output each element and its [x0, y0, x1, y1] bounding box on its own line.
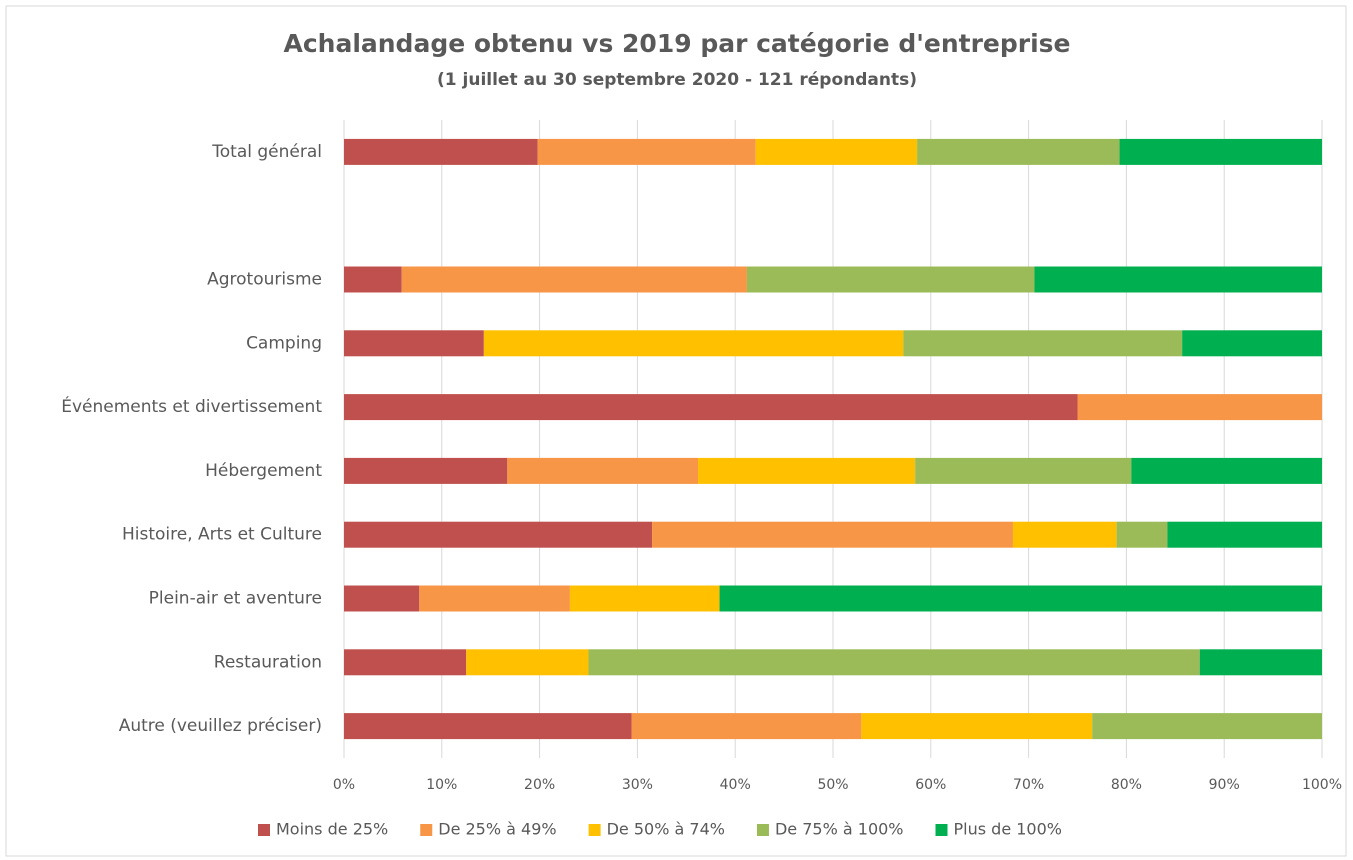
bar-segment [915, 457, 1132, 484]
bar-segment [344, 713, 632, 740]
bar-segment [1034, 266, 1322, 293]
chart-subtitle: (1 juillet au 30 septembre 2020 - 121 ré… [437, 70, 917, 90]
legend-swatch [258, 824, 270, 836]
bar-segment [698, 457, 916, 484]
bar-segment [1116, 521, 1168, 548]
bar-segment [344, 457, 508, 484]
x-tick-label: 30% [622, 777, 653, 793]
bar-segment [1119, 138, 1322, 165]
bar-segment [344, 585, 420, 612]
bar-segment [746, 266, 1035, 293]
bar-segment [344, 649, 467, 676]
x-tick-label: 40% [720, 777, 751, 793]
x-tick-label: 60% [915, 777, 946, 793]
bar-segment [755, 138, 918, 165]
bar-segment [569, 585, 720, 612]
x-tick-label: 0% [333, 777, 355, 793]
legend-label: De 25% à 49% [438, 820, 556, 839]
bar-segment [1167, 521, 1322, 548]
legend-swatch [935, 824, 948, 836]
bar-segment [1182, 330, 1322, 357]
legend-label: De 75% à 100% [775, 820, 904, 839]
x-tick-label: 50% [817, 777, 848, 793]
legend-swatch [420, 824, 433, 836]
bar-segment [537, 138, 756, 165]
legend-label: Moins de 25% [276, 820, 388, 839]
bar-segment [1092, 713, 1322, 740]
x-tick-label: 90% [1209, 777, 1240, 793]
y-tick-label: Camping [246, 333, 322, 353]
legend-label: Plus de 100% [954, 820, 1062, 839]
y-tick-label: Événements et divertissement [61, 395, 322, 417]
bar-segment [344, 394, 1078, 421]
x-tick-label: 10% [426, 777, 457, 793]
bar-segment [344, 330, 484, 357]
bar-segment [1199, 649, 1322, 676]
y-tick-label: Autre (veuillez préciser) [119, 716, 322, 736]
legend-swatch [756, 824, 769, 836]
bar-segment [719, 585, 1322, 612]
bar-segment [344, 521, 653, 548]
bar-segment [344, 138, 538, 165]
bar-segment [419, 585, 570, 612]
y-tick-label: Histoire, Arts et Culture [122, 525, 322, 545]
bar-segment [631, 713, 862, 740]
x-tick-label: 80% [1111, 777, 1142, 793]
x-tick-label: 70% [1013, 777, 1044, 793]
bar-segment [507, 457, 699, 484]
bar-segment [483, 330, 904, 357]
chart-title: Achalandage obtenu vs 2019 par catégorie… [283, 29, 1070, 58]
bar-segment [1077, 394, 1322, 421]
bar-segment [466, 649, 589, 676]
legend-label: De 50% à 74% [607, 820, 725, 839]
bar-segment [1131, 457, 1322, 484]
y-tick-label: Agrotourisme [207, 270, 322, 290]
x-tick-label: 20% [524, 777, 555, 793]
x-tick-label: 100% [1302, 777, 1342, 793]
bar-segment [1012, 521, 1117, 548]
bar-segment [917, 138, 1120, 165]
y-tick-label: Hébergement [205, 461, 322, 481]
bar-segment [344, 266, 402, 293]
y-tick-label: Restauration [214, 652, 322, 672]
bar-segment [588, 649, 1200, 676]
bar-segment [652, 521, 1013, 548]
y-tick-label: Total général [211, 142, 322, 162]
legend-swatch [588, 824, 601, 836]
bar-segment [903, 330, 1183, 357]
bar-segment [861, 713, 1093, 740]
y-tick-label: Plein-air et aventure [149, 589, 322, 609]
bar-segment [401, 266, 747, 293]
